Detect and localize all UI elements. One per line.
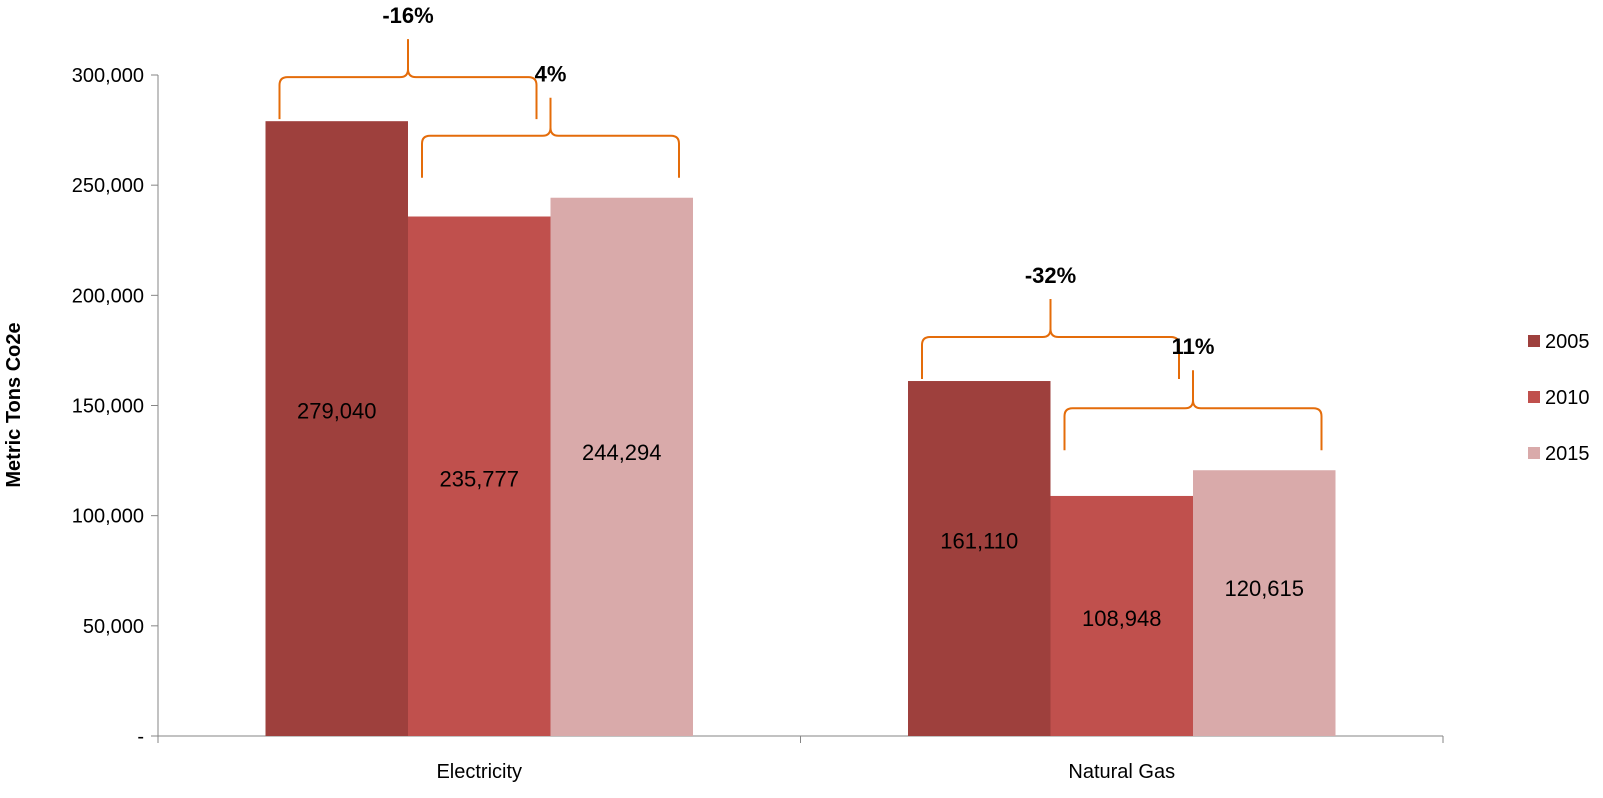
legend-swatch-2010 xyxy=(1528,391,1540,403)
bar-2015 xyxy=(1193,470,1336,736)
legend-swatch-2005 xyxy=(1528,335,1540,347)
change-percent-label: -16% xyxy=(382,3,433,28)
y-tick-label: 300,000 xyxy=(72,65,144,87)
y-tick-label: 250,000 xyxy=(72,175,144,197)
y-tick-label: 200,000 xyxy=(72,285,144,307)
y-tick-label: 50,000 xyxy=(83,616,144,638)
data-label: 279,040 xyxy=(297,399,377,424)
bar-2010 xyxy=(408,216,551,737)
legend-label: 2015 xyxy=(1545,443,1590,465)
bar-2005 xyxy=(265,121,408,736)
change-percent-label: 4% xyxy=(535,62,567,87)
y-tick-label: 100,000 xyxy=(72,506,144,528)
data-label: 244,294 xyxy=(582,440,662,465)
x-category-label: Electricity xyxy=(436,761,522,783)
bars xyxy=(265,121,1336,737)
legend-swatch-2015 xyxy=(1528,447,1540,459)
data-label: 161,110 xyxy=(940,529,1018,554)
y-tick-label: - xyxy=(137,726,144,748)
legend-label: 2010 xyxy=(1545,387,1590,409)
change-bracket xyxy=(921,299,1180,380)
change-bracket xyxy=(421,97,680,178)
x-category-label: Natural Gas xyxy=(1068,761,1175,783)
bar-2010 xyxy=(1050,495,1193,736)
change-bracket xyxy=(1063,370,1323,451)
data-labels: 279,040 161,110 235,777 108,948 244,294 120,6… xyxy=(297,399,1304,631)
change-percent-label: -32% xyxy=(1025,263,1076,288)
data-label: 108,948 xyxy=(1082,606,1162,631)
change-annotations: -16% 4% -32% 11% xyxy=(278,3,1323,451)
axes: - 50,000 100,000 150,000 200,000 250,000 300,0… xyxy=(72,65,1444,783)
y-axis-title: Metric Tons Co2e xyxy=(3,322,25,487)
data-label: 235,777 xyxy=(439,466,519,491)
change-bracket xyxy=(278,39,538,120)
change-percent-label: 11% xyxy=(1172,334,1215,359)
data-label: 120,615 xyxy=(1224,576,1304,601)
y-tick-label: 150,000 xyxy=(72,396,144,418)
bar-2005 xyxy=(908,381,1051,736)
bar-2015 xyxy=(550,197,693,736)
legend: 2005 2010 2015 xyxy=(1528,331,1590,465)
legend-label: 2005 xyxy=(1545,331,1590,353)
